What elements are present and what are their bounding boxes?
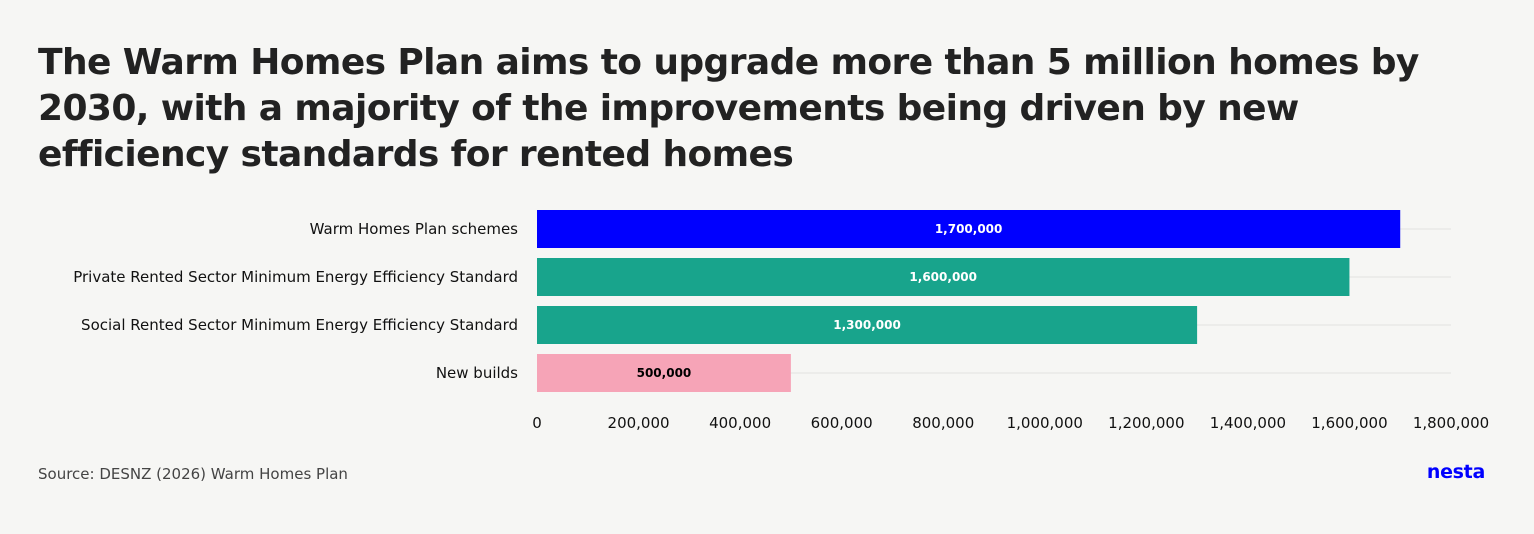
x-tick-label: 600,000 [811,414,873,432]
bar[interactable] [537,210,1401,248]
x-tick-label: 1,000,000 [1007,414,1083,432]
nesta-logo[interactable]: nesta [1426,461,1485,483]
bar-data-label: 1,300,000 [833,318,901,332]
category-label: Private Rented Sector Minimum Energy Eff… [73,268,518,286]
x-tick-label: 800,000 [912,414,974,432]
bar[interactable] [537,258,1350,296]
x-tick-label: 1,800,000 [1413,414,1489,432]
x-tick-label: 0 [532,414,542,432]
gridlines [537,228,1451,374]
bar[interactable] [537,306,1198,344]
x-tick-label: 1,400,000 [1210,414,1286,432]
bar-data-label: 1,700,000 [935,222,1003,236]
bar-data-label: 1,600,000 [909,270,977,284]
x-tick-label: 200,000 [608,414,670,432]
x-tick-label: 1,600,000 [1311,414,1387,432]
category-label: Social Rented Sector Minimum Energy Effi… [81,316,518,334]
chart-title: The Warm Homes Plan aims to upgrade more… [38,42,1419,175]
source-note: Source: DESNZ (2026) Warm Homes Plan [38,465,348,483]
x-axis-tick-labels: 0 200,000 400,000 600,000 800,000 1,000,000 1,… [532,414,1489,432]
x-tick-label: 400,000 [709,414,771,432]
bar[interactable] [537,354,791,392]
bar-data-label: 500,000 [637,366,692,380]
x-tick-label: 1,200,000 [1108,414,1184,432]
category-labels: Warm Homes Plan schemes Private Rented Se… [73,220,518,382]
bars: 1,700,000 1,600,000 1,300,000 500,000 [537,210,1401,392]
category-label: New builds [436,364,518,382]
category-label: Warm Homes Plan schemes [310,220,519,238]
